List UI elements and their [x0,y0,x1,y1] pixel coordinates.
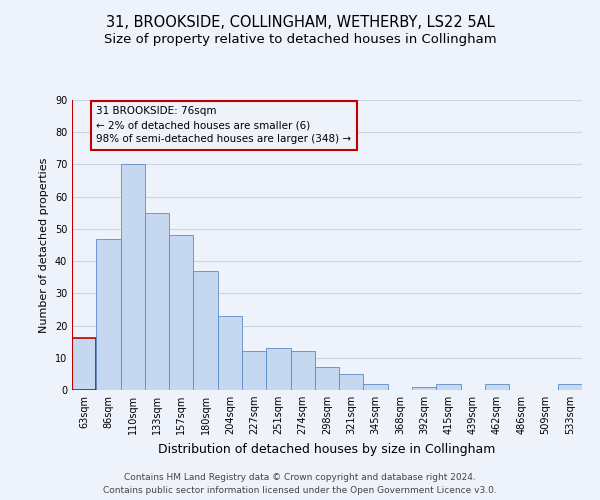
Y-axis label: Number of detached properties: Number of detached properties [39,158,49,332]
Bar [121,164,145,390]
Bar [72,338,96,390]
Bar [436,384,461,390]
Bar [193,271,218,390]
Bar [412,387,436,390]
Bar [145,213,169,390]
Bar [485,384,509,390]
Text: Contains HM Land Registry data © Crown copyright and database right 2024.
Contai: Contains HM Land Registry data © Crown c… [103,473,497,495]
Bar [169,236,193,390]
Bar [266,348,290,390]
X-axis label: Distribution of detached houses by size in Collingham: Distribution of detached houses by size … [158,442,496,456]
Bar [242,352,266,390]
Bar [218,316,242,390]
Bar [290,352,315,390]
Bar [315,368,339,390]
Bar [364,384,388,390]
Bar [558,384,582,390]
Bar [96,238,121,390]
Bar [339,374,364,390]
Text: Size of property relative to detached houses in Collingham: Size of property relative to detached ho… [104,32,496,46]
Text: 31 BROOKSIDE: 76sqm
← 2% of detached houses are smaller (6)
98% of semi-detached: 31 BROOKSIDE: 76sqm ← 2% of detached hou… [96,106,352,144]
Text: 31, BROOKSIDE, COLLINGHAM, WETHERBY, LS22 5AL: 31, BROOKSIDE, COLLINGHAM, WETHERBY, LS2… [106,15,494,30]
